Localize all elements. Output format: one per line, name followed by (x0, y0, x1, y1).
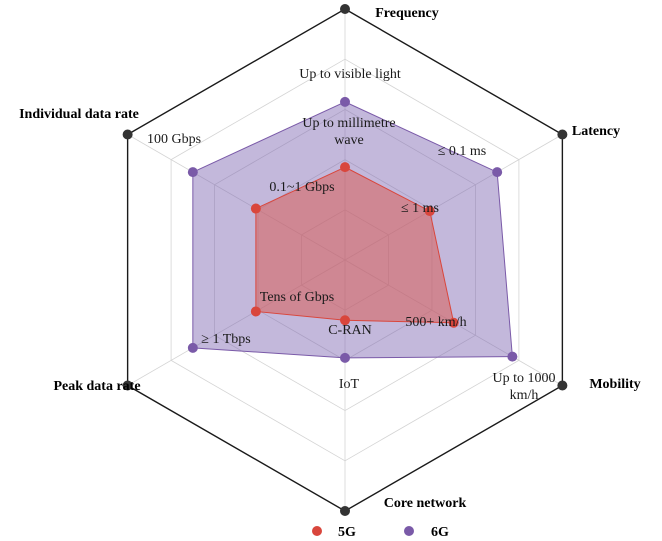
value-label-5g-5: Tens of Gbps (260, 290, 334, 305)
axis-label-1: Frequency (375, 6, 439, 21)
value-label-5g-4: C-RAN (328, 323, 372, 338)
axis-endpoint-5 (122, 380, 133, 391)
series-layer (187, 96, 518, 363)
point-5g-5 (250, 306, 261, 317)
value-label-6g-6: 100 Gbps (147, 132, 201, 147)
axis-label-2: Latency (572, 124, 620, 139)
value-label-6g-4: IoT (339, 377, 360, 392)
value-label-6g-1: Up to visible light (299, 67, 401, 82)
axis-endpoint-1 (340, 4, 350, 14)
point-5g-6 (250, 203, 261, 214)
value-label-5g-6: 0.1~1 Gbps (269, 180, 334, 195)
value-label-6g-3: Up to 1000 km/h (493, 371, 556, 403)
legend-label-6g: 6G (431, 525, 449, 540)
point-5g-2 (424, 206, 435, 217)
axis-label-3: Mobility (589, 377, 640, 392)
legend-label-5g: 5G (338, 525, 356, 540)
value-label-6g-5: ≥ 1 Tbps (201, 332, 250, 347)
value-label-5g-3: 500+ km/h (405, 315, 466, 330)
axis-label-6: Individual data rate (19, 107, 139, 122)
point-6g-6 (187, 167, 198, 178)
axis-endpoint-3 (557, 380, 568, 391)
value-labels: Up to millimetre wave ≤ 1 ms 500+ km/h C-RAN… (147, 67, 556, 403)
axis-label-4: Core network (384, 496, 467, 511)
point-6g-1 (340, 96, 350, 107)
axis-label-5: Peak data rate (53, 379, 140, 394)
axis-endpoint-6 (122, 129, 133, 140)
value-label-6g-2: ≤ 0.1 ms (438, 144, 487, 159)
point-6g-4 (340, 352, 350, 363)
value-label-5g-1: Up to millimetre wave (302, 116, 395, 148)
point-6g-5 (187, 342, 198, 353)
point-5g-1 (340, 162, 350, 173)
point-5g-4 (340, 315, 350, 326)
point-6g-2 (492, 167, 503, 178)
legend: 5G 6G (312, 525, 449, 540)
axis-labels: Frequency Latency Mobility Core network Peak… (19, 6, 641, 511)
point-6g-3 (507, 351, 518, 362)
point-5g-3 (448, 317, 459, 328)
axis-endpoint-2 (557, 129, 568, 140)
legend-marker-5g (312, 526, 322, 536)
value-label-5g-2: ≤ 1 ms (401, 201, 439, 216)
axis-endpoint-4 (340, 506, 350, 516)
legend-marker-6g (404, 526, 414, 536)
